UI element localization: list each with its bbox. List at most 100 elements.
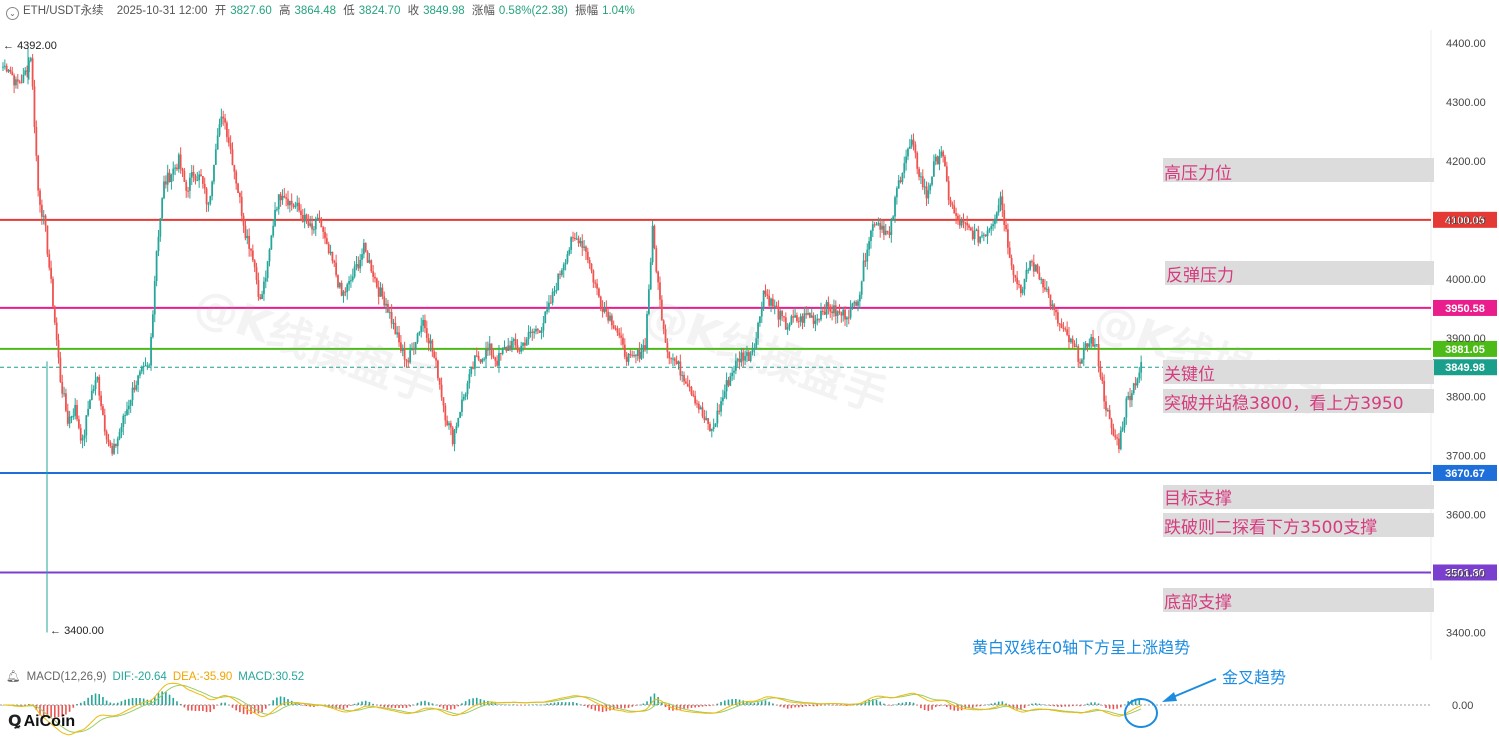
candle (1097, 335, 1100, 373)
candle (777, 300, 780, 328)
candle-body (905, 156, 908, 164)
candle (350, 274, 352, 288)
candle (960, 217, 963, 228)
candle-body (877, 223, 880, 225)
macd-histogram-bar (583, 705, 585, 706)
candle (707, 417, 709, 430)
candle (137, 374, 139, 393)
candle (189, 173, 191, 199)
candle (227, 129, 230, 147)
candle (429, 334, 432, 352)
candle-body (814, 320, 817, 324)
candle-body (1125, 398, 1128, 418)
macd-histogram-bar (242, 705, 245, 714)
macd-histogram-bar (679, 705, 682, 710)
candle-body (50, 267, 53, 279)
bell-icon[interactable]: 🔔︎ (6, 671, 21, 683)
candle-body (83, 435, 86, 439)
candle (912, 133, 915, 151)
candle (1018, 280, 1020, 289)
candle-body (1116, 437, 1118, 439)
candle-body (899, 180, 902, 182)
candle-body (612, 325, 615, 329)
candle (525, 337, 528, 346)
candle (381, 283, 384, 300)
macd-histogram-bar (720, 701, 722, 705)
candle (805, 306, 808, 319)
candle (784, 312, 787, 330)
macd-histogram-bar (524, 705, 526, 706)
candle (875, 221, 878, 226)
candle-body (1068, 334, 1070, 343)
candle-body (1075, 346, 1078, 348)
candle-body (33, 86, 36, 128)
candle-body (912, 139, 915, 145)
candle (1040, 277, 1043, 285)
macd-dif: DIF:-20.64 (112, 671, 167, 683)
price-level-label: 3950.58 (1445, 303, 1485, 315)
candle (1086, 343, 1089, 352)
macd-histogram-bar (616, 705, 619, 710)
candle (681, 370, 684, 383)
candle (409, 344, 412, 364)
candle-body (659, 282, 661, 300)
candle-body (857, 301, 859, 306)
macd-histogram-bar (390, 705, 393, 708)
candle-body (414, 342, 417, 350)
candle-body (1105, 401, 1107, 411)
macd-histogram-bar (361, 701, 363, 705)
candle (562, 262, 565, 278)
candle (775, 301, 778, 309)
candle (1118, 432, 1120, 454)
candle-body (1016, 277, 1019, 284)
macd-histogram-bar (653, 693, 656, 705)
macd-histogram-bar (387, 705, 389, 708)
candle (66, 403, 69, 427)
candle-body (923, 186, 926, 188)
candle (709, 421, 711, 432)
candle (1012, 264, 1015, 283)
candle-body (381, 287, 384, 297)
macd-histogram-bar (764, 700, 767, 705)
candle-body (642, 345, 645, 353)
candle-body (677, 361, 680, 364)
candle-body (847, 317, 850, 319)
candle (340, 280, 343, 297)
macd-histogram-bar (953, 705, 956, 711)
candle (407, 357, 410, 368)
candle-body (325, 238, 328, 244)
candle-body (66, 410, 69, 424)
candle (1088, 338, 1091, 349)
candle-body (1040, 279, 1043, 281)
candle-body (522, 342, 524, 346)
macd-histogram-bar (146, 699, 149, 705)
candle-body (405, 359, 408, 361)
candle (377, 280, 380, 305)
macd-histogram-bar (546, 703, 548, 705)
candle-body (340, 282, 343, 296)
candle (673, 356, 676, 366)
candle (931, 176, 933, 187)
candle (129, 399, 132, 413)
macd-histogram-bar (346, 705, 349, 708)
candle-body (516, 345, 519, 351)
callout-arrowhead (1162, 692, 1177, 702)
candle-body (444, 405, 447, 421)
candle-body (464, 394, 467, 397)
chevron-down-icon[interactable]: ⌄ (6, 7, 19, 20)
candle-body (1064, 328, 1067, 330)
candle-body (616, 328, 619, 333)
macd-histogram-bar (816, 705, 819, 707)
candle (305, 213, 308, 224)
candle-body (420, 325, 423, 333)
candle (794, 307, 796, 318)
candle-body (390, 312, 393, 324)
candle (481, 357, 484, 364)
candle-body (716, 410, 719, 424)
macd-histogram-bar (461, 703, 463, 705)
candle-body (1088, 343, 1091, 347)
candle (736, 357, 739, 367)
candle-body (936, 156, 939, 165)
candle-body (840, 312, 843, 316)
candle-body (1090, 336, 1093, 344)
